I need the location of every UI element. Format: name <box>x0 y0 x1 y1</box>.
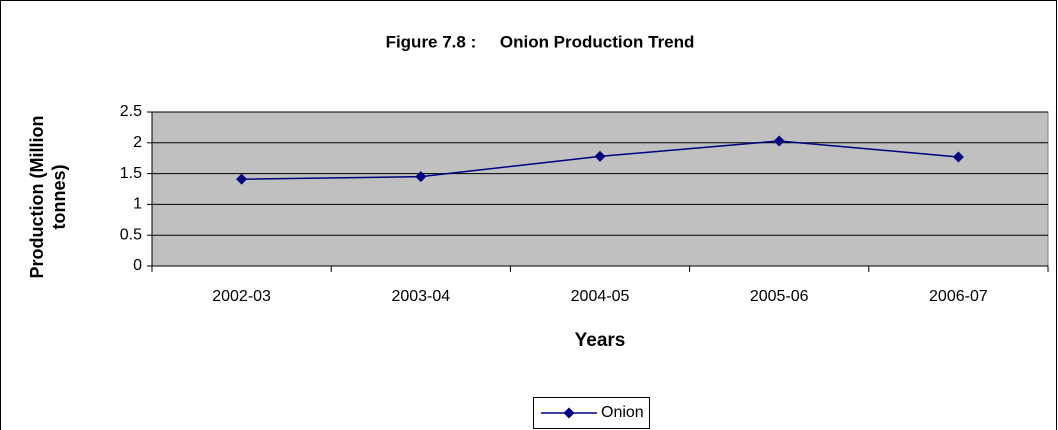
y-tick-label: 1 <box>133 196 142 213</box>
marker <box>773 135 785 147</box>
y-axis-label: Production (Million tonnes) <box>27 115 69 279</box>
x-axis-label: Years <box>575 330 626 351</box>
plot-area <box>151 111 1049 267</box>
x-tick-label: 2002-03 <box>212 288 271 305</box>
y-tick-label: 2 <box>133 134 142 151</box>
chart-title: Figure 7.8 : Onion Production Trend <box>386 32 695 51</box>
y-tick-label: 1.5 <box>120 165 142 182</box>
marker <box>236 173 248 185</box>
y-tick-label: 0.5 <box>120 226 142 243</box>
x-tick-label: 2006-07 <box>929 288 988 305</box>
x-tick-label: 2004-05 <box>571 288 630 305</box>
y-tick-label: 2.5 <box>120 103 142 120</box>
y-tick-label: 0 <box>133 257 142 274</box>
legend-label: Onion <box>601 404 644 421</box>
x-tick-label: 2005-06 <box>750 288 809 305</box>
legend-marker <box>563 407 575 419</box>
marker <box>415 171 427 183</box>
marker <box>952 151 964 163</box>
x-tick-label: 2003-04 <box>391 288 450 305</box>
marker <box>594 150 606 162</box>
